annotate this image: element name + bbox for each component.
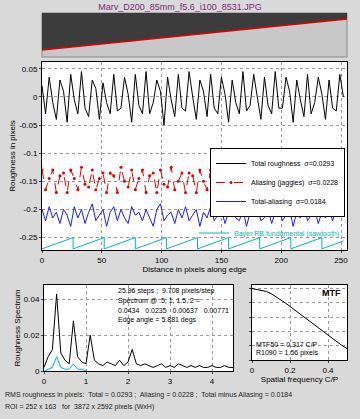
svg-text:RMS roughness in pixels: Tota: RMS roughness in pixels: Total = 0.0293 … <box>5 391 292 399</box>
svg-text:Marv_D200_85mm_f5.6_i100_8531.: Marv_D200_85mm_f5.6_i100_8531.JPG <box>98 2 262 12</box>
svg-text:250: 250 <box>334 256 348 265</box>
svg-text:200: 200 <box>275 256 289 265</box>
svg-text:2: 2 <box>126 377 131 386</box>
svg-text:MTF: MTF <box>322 288 341 298</box>
svg-text:0: 0 <box>33 93 38 102</box>
svg-text:Spatial frequency C/P: Spatial frequency C/P <box>261 375 338 384</box>
svg-text:-0.05: -0.05 <box>19 121 38 130</box>
svg-text:0.02: 0.02 <box>24 331 40 340</box>
svg-text:-0.1: -0.1 <box>24 149 38 158</box>
svg-text:Edge angle = 5.881 degs: Edge angle = 5.881 degs <box>118 316 197 324</box>
svg-text:4: 4 <box>210 377 215 386</box>
svg-text:0.4: 0.4 <box>322 366 334 375</box>
svg-text:Distance in pixels along edge: Distance in pixels along edge <box>142 265 247 274</box>
svg-text:-0.15: -0.15 <box>19 177 38 186</box>
svg-text:0: 0 <box>250 366 255 375</box>
svg-text:ROI = 252 x 163 for 3872 x: ROI = 252 x 163 for 3872 x 2592 pixels (… <box>5 403 154 411</box>
svg-text:0.04: 0.04 <box>24 295 40 304</box>
svg-text:Bayer RB fundamental (sawtooth: Bayer RB fundamental (sawtooth) <box>234 230 339 238</box>
svg-text:Roughness Spectrum: Roughness Spectrum <box>13 289 22 366</box>
svg-text:150: 150 <box>215 256 229 265</box>
svg-text:-0.2: -0.2 <box>24 205 38 214</box>
svg-text:Total roughness σ=0.0293: Total roughness σ=0.0293 <box>251 160 334 168</box>
svg-text:0: 0 <box>35 367 40 376</box>
svg-text:50: 50 <box>97 256 106 265</box>
svg-text:Roughness in pixels: Roughness in pixels <box>8 120 17 192</box>
svg-text:100: 100 <box>155 256 169 265</box>
svg-text:25.96 steps ; 9.708 pixels/st: 25.96 steps ; 9.708 pixels/step <box>118 287 215 295</box>
svg-text:R1090 = 1.56 pixels: R1090 = 1.56 pixels <box>256 349 319 357</box>
svg-text:0: 0 <box>42 377 47 386</box>
svg-text:Spectrum @ .5, 1, 1.5, 2 =: Spectrum @ .5, 1, 1.5, 2 = <box>118 297 200 305</box>
svg-text:-0.25: -0.25 <box>19 233 38 242</box>
svg-text:3: 3 <box>168 377 173 386</box>
svg-text:0.0434 0.0235 0.00637 0.: 0.0434 0.0235 0.00637 0.00771 <box>118 307 229 314</box>
svg-text:1: 1 <box>84 377 89 386</box>
svg-text:MTF50 = 0.317 C/P: MTF50 = 0.317 C/P <box>256 341 318 348</box>
svg-text:0.2: 0.2 <box>284 366 296 375</box>
svg-text:Total-aliasing σ=0.0184: Total-aliasing σ=0.0184 <box>251 198 326 206</box>
svg-text:Aliasing (jaggies) σ=0.0228: Aliasing (jaggies) σ=0.0228 <box>251 179 338 187</box>
svg-text:0: 0 <box>40 256 45 265</box>
svg-text:0.05: 0.05 <box>22 65 38 74</box>
